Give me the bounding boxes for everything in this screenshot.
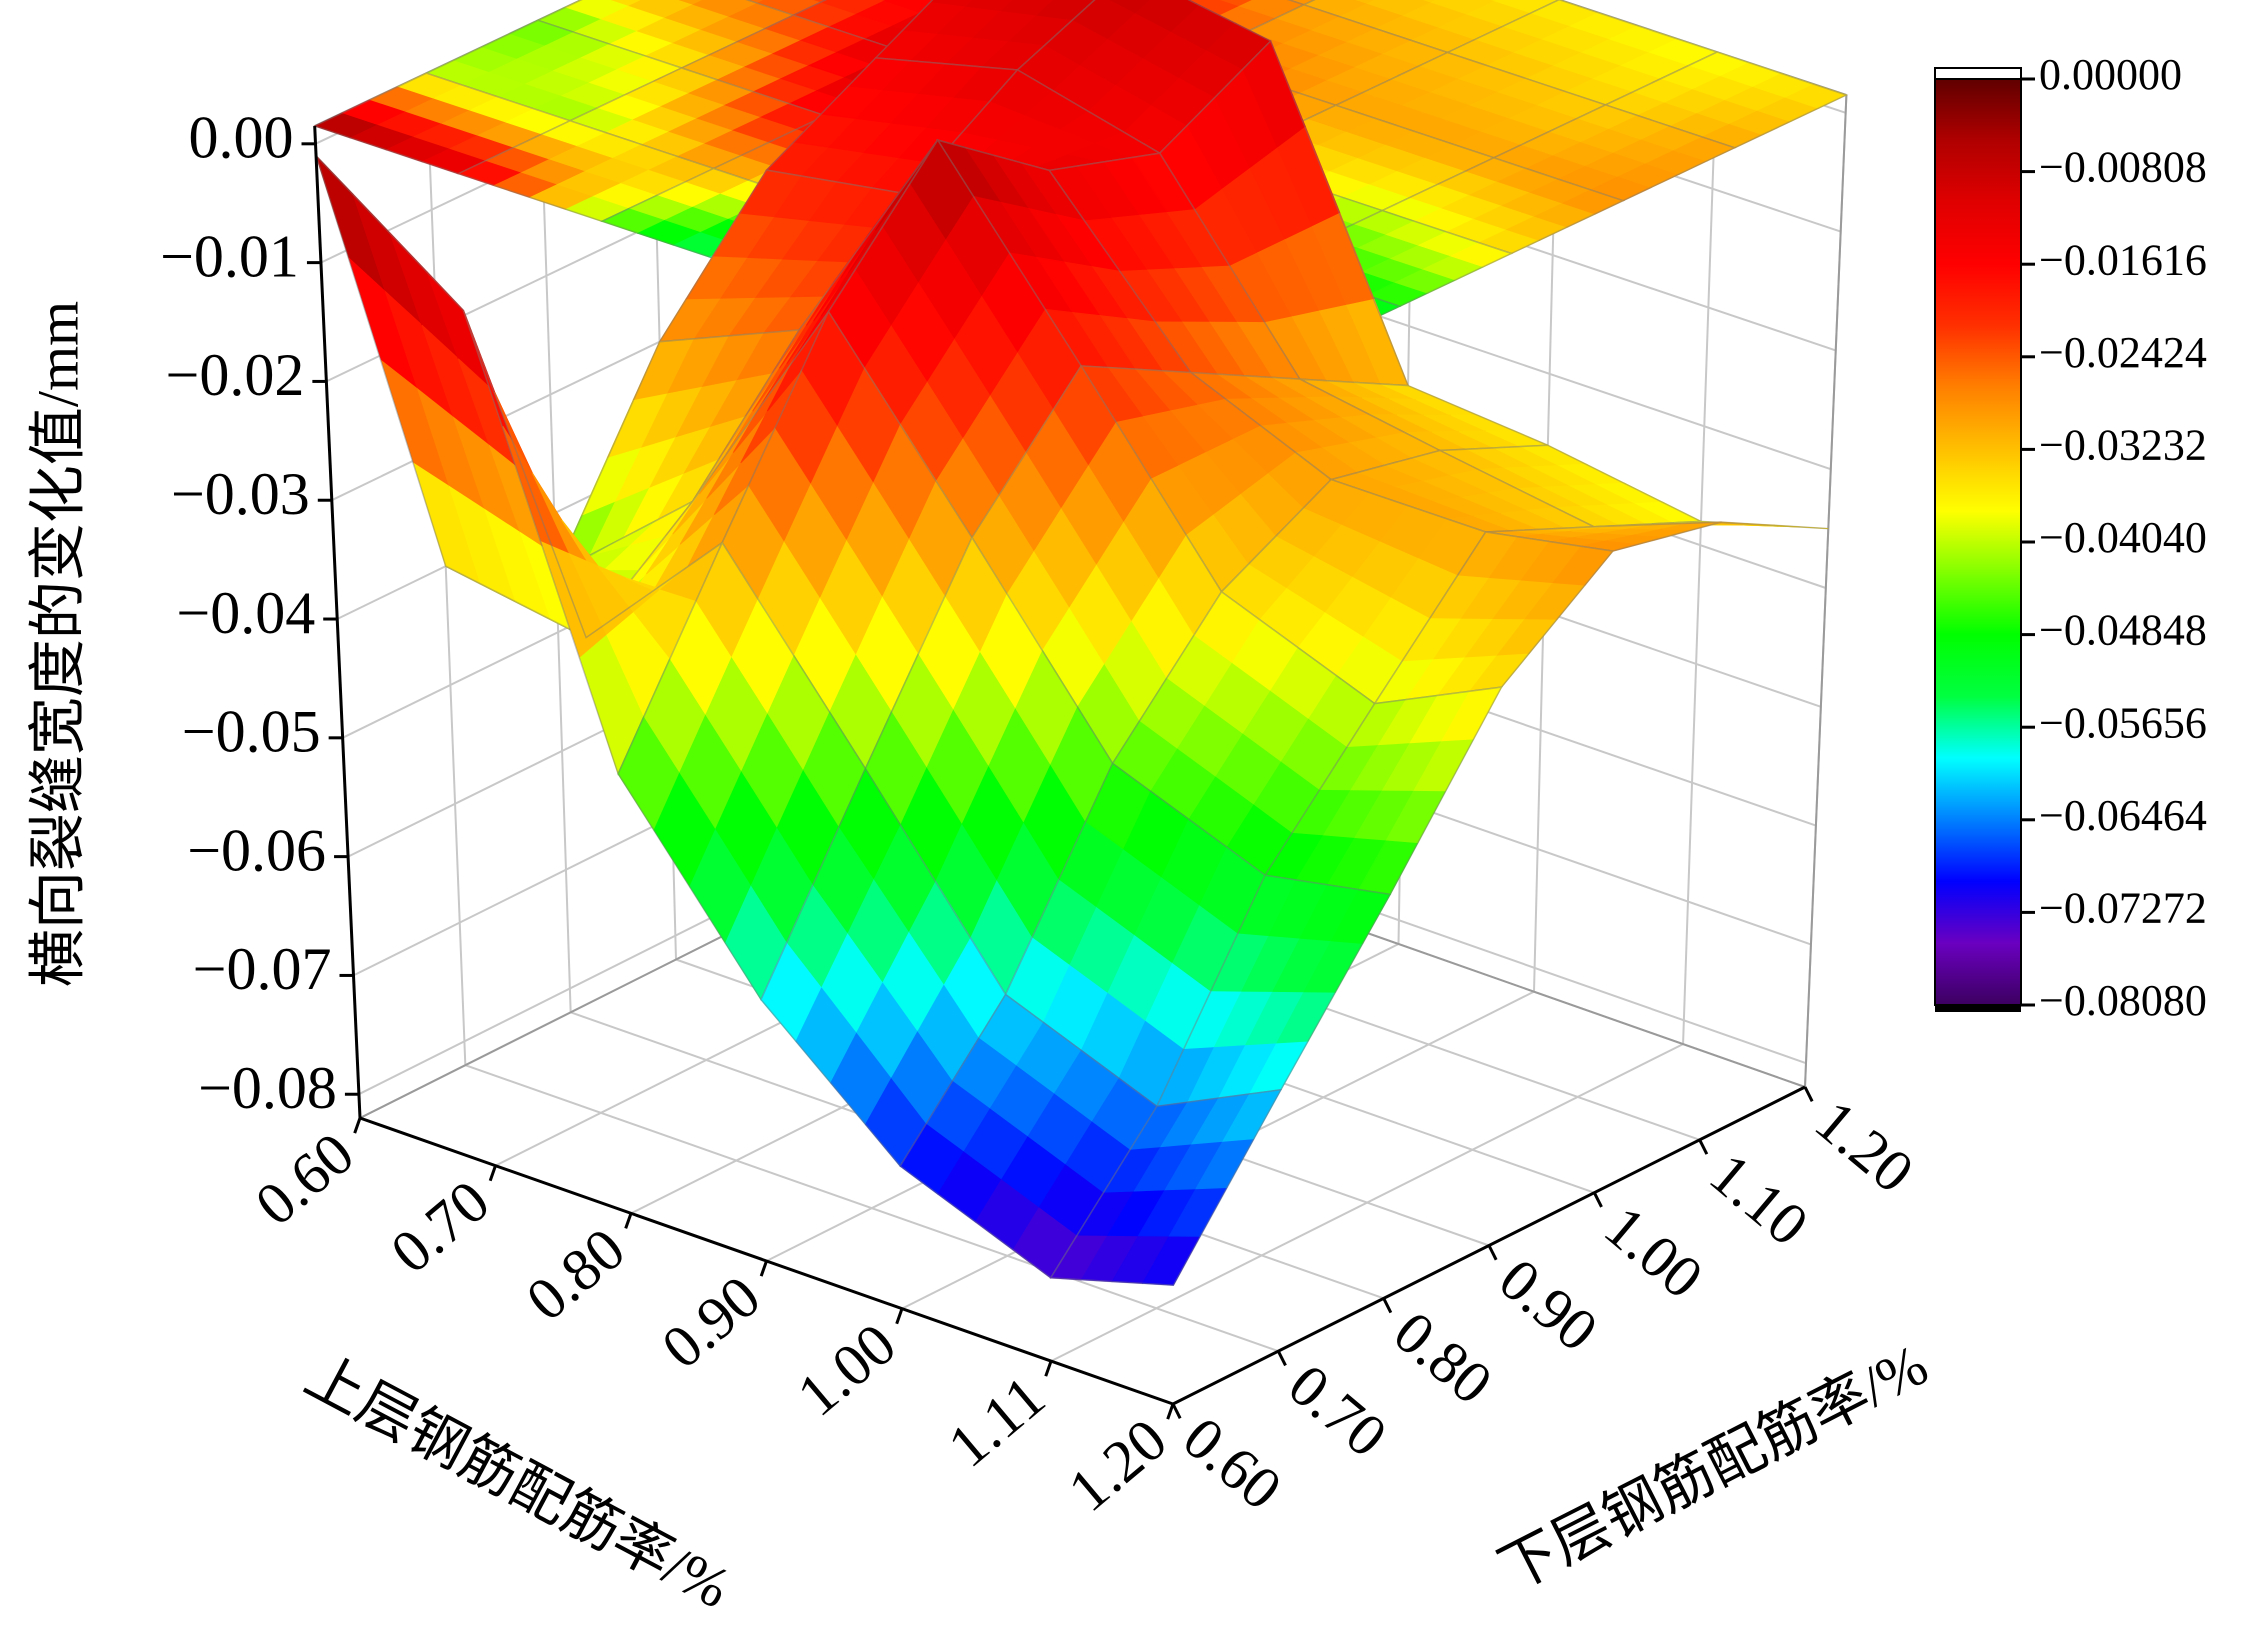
x-tick-label: 0.70 xyxy=(379,1168,502,1286)
x-tick xyxy=(488,1165,497,1182)
x-axis-title: 上层钢筋配筋率/% xyxy=(295,1342,741,1620)
colorbar-tick-label: −0.04848 xyxy=(2039,606,2207,655)
y-tick-label: 1.00 xyxy=(1592,1193,1715,1311)
x-tick-label: 1.11 xyxy=(936,1363,1057,1480)
x-tick xyxy=(1044,1360,1053,1377)
x-tick xyxy=(759,1260,768,1277)
grid-line xyxy=(1682,52,1719,1045)
y-tick-label: 1.10 xyxy=(1698,1140,1821,1258)
colorbar-tick-label: −0.08080 xyxy=(2039,976,2207,1025)
projection-patch xyxy=(1355,0,1377,5)
projection-patch xyxy=(1220,0,1255,7)
colorbar-tick-label: −0.02424 xyxy=(2039,328,2207,377)
surface-patch xyxy=(1330,889,1391,944)
y-tick-label: 0.70 xyxy=(1276,1352,1399,1470)
grid-line xyxy=(465,1064,1279,1353)
projection-patch xyxy=(1449,242,1513,268)
x-tick-label: 1.00 xyxy=(785,1311,908,1429)
axis-line xyxy=(313,125,362,1119)
surface-patch xyxy=(929,0,974,7)
y-tick-label: 0.60 xyxy=(1171,1404,1294,1522)
colorbar-scale xyxy=(1934,78,2022,1006)
x-tick-label: 1.20 xyxy=(1056,1406,1179,1524)
y-tick-label: 0.80 xyxy=(1382,1299,1505,1417)
y-tick xyxy=(1382,1297,1393,1314)
surface-cell xyxy=(1049,1088,1283,1286)
colorbar-tick-label: −0.04040 xyxy=(2039,513,2207,562)
z-tick-label: −0.08 xyxy=(198,1055,337,1121)
projection-patch xyxy=(1423,0,1438,3)
x-tick xyxy=(353,1117,362,1134)
surface-patch xyxy=(1000,0,1055,16)
surface-patch xyxy=(1662,521,1722,530)
colorbar: 0.00000 −0.00808 −0.01616 −0.02424 −0.03232 −… xyxy=(1934,50,2207,1025)
colorbar-tick-label: 0.00000 xyxy=(2039,50,2182,99)
projection-patch xyxy=(1784,83,1848,109)
surface xyxy=(312,0,1849,1286)
x-tick xyxy=(624,1212,633,1229)
x-tick xyxy=(895,1308,904,1325)
y-tick-label: 0.90 xyxy=(1487,1246,1610,1364)
z-tick-label: −0.02 xyxy=(166,342,305,408)
x-tick-label: 0.90 xyxy=(650,1263,773,1381)
surface-patch xyxy=(965,0,1014,12)
projection-patch xyxy=(813,0,827,3)
surface-patch xyxy=(1221,1089,1282,1142)
x-tick-label: 0.80 xyxy=(514,1215,637,1333)
y-tick xyxy=(1592,1191,1603,1208)
grid-line xyxy=(425,73,467,1066)
x-tick-label: 0.60 xyxy=(243,1120,366,1238)
surface-patch xyxy=(1769,525,1829,530)
z-tick-label: −0.04 xyxy=(176,580,315,646)
x-tick xyxy=(1166,1403,1175,1420)
colorbar-tick-label: −0.01616 xyxy=(2039,235,2207,284)
colorbar-tick-label: −0.05656 xyxy=(2039,698,2207,747)
projection-patch xyxy=(1561,189,1625,215)
colorbar-cap xyxy=(1934,67,2022,80)
projection-patch xyxy=(745,0,766,4)
y-tick-label: 1.20 xyxy=(1803,1087,1926,1205)
z-axis-title: 横向裂缝宽度的变化值/mm xyxy=(25,301,90,987)
y-tick xyxy=(1698,1139,1709,1155)
surface-patch xyxy=(1036,0,1096,21)
surface-patch xyxy=(1441,686,1503,742)
projection-patch xyxy=(610,0,644,7)
z-tick-label: 0.00 xyxy=(189,105,294,171)
surface-patch xyxy=(1552,545,1614,586)
projection-patch xyxy=(1493,0,1560,14)
colorbar-cap xyxy=(1935,1005,2021,1012)
colorbar-tick-label: −0.06464 xyxy=(2039,791,2207,840)
y-tick xyxy=(1171,1403,1182,1419)
box-edge xyxy=(1804,94,1848,1088)
y-tick xyxy=(1803,1086,1814,1102)
z-tick-label: −0.01 xyxy=(160,223,299,289)
colorbar-tick-label: −0.00808 xyxy=(2039,143,2207,192)
colorbar-tick-label: −0.03232 xyxy=(2039,420,2207,469)
z-tick-label: −0.03 xyxy=(171,461,310,527)
y-axis-title: 下层钢筋配筋率/% xyxy=(1489,1332,1938,1603)
y-tick xyxy=(1276,1350,1287,1367)
z-tick-label: −0.05 xyxy=(182,699,321,765)
projection-patch xyxy=(678,0,705,6)
z-tick-label: −0.07 xyxy=(193,936,332,1002)
surface-patch xyxy=(1109,0,1152,14)
colorbar-tick-label: −0.07272 xyxy=(2039,883,2207,932)
projection-patch xyxy=(1673,136,1737,162)
y-tick xyxy=(1487,1244,1498,1261)
z-tick-label: −0.06 xyxy=(187,817,326,883)
